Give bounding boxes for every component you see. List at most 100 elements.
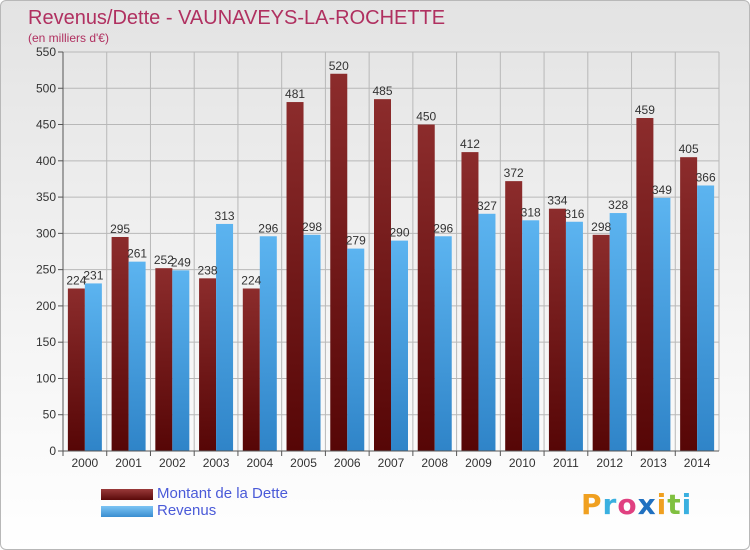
x-tick-label: 2007 bbox=[378, 456, 405, 470]
data-label-revenue: 327 bbox=[477, 199, 497, 213]
y-tick-label: 300 bbox=[36, 226, 56, 240]
x-tick-label: 2001 bbox=[115, 456, 142, 470]
data-label-revenue: 298 bbox=[302, 220, 322, 234]
data-label-revenue: 290 bbox=[389, 226, 409, 240]
y-tick-label: 150 bbox=[36, 335, 56, 349]
x-tick-label: 2005 bbox=[290, 456, 317, 470]
bar-debt bbox=[155, 268, 173, 451]
bar-debt bbox=[374, 99, 391, 452]
y-tick-label: 250 bbox=[36, 263, 56, 277]
bar-revenue bbox=[391, 240, 408, 451]
bar-revenue bbox=[128, 261, 146, 451]
data-label-debt: 334 bbox=[547, 194, 567, 208]
x-tick-label: 2000 bbox=[72, 456, 99, 470]
data-label-debt: 238 bbox=[198, 263, 218, 277]
data-label-revenue: 296 bbox=[433, 221, 453, 235]
data-label-revenue: 261 bbox=[127, 247, 147, 261]
bar-revenue bbox=[565, 221, 583, 451]
legend-label-debt: Montant de la Dette bbox=[157, 485, 288, 502]
data-label-debt: 298 bbox=[591, 220, 611, 234]
bar-debt bbox=[199, 278, 217, 451]
x-tick-label: 2004 bbox=[246, 456, 273, 470]
bar-revenue bbox=[84, 283, 102, 451]
bar-debt bbox=[461, 152, 479, 451]
bar-revenue bbox=[259, 236, 277, 451]
data-label-revenue: 318 bbox=[521, 205, 541, 219]
data-label-debt: 405 bbox=[679, 142, 699, 156]
data-label-debt: 252 bbox=[154, 253, 174, 267]
bar-debt bbox=[505, 181, 523, 451]
chart-title: Revenus/Dette - VAUNAVEYS-LA-ROCHETTE bbox=[28, 7, 446, 29]
data-label-debt: 450 bbox=[416, 110, 436, 124]
bar-revenue bbox=[653, 197, 671, 451]
logo-letter: o bbox=[617, 488, 638, 521]
axes: 0 50 100 150 200 250 300 350 400 450 500 550 2000 200… bbox=[36, 45, 719, 470]
y-tick-label: 200 bbox=[36, 299, 56, 313]
legend-label-revenue: Revenus bbox=[157, 502, 217, 519]
data-label-revenue: 249 bbox=[171, 255, 191, 269]
data-label-debt: 224 bbox=[241, 273, 261, 287]
bar-revenue bbox=[303, 234, 321, 451]
x-tick-label: 2009 bbox=[465, 456, 492, 470]
data-label-debt: 412 bbox=[460, 137, 480, 151]
chart-subtitle: (en milliers d'€) bbox=[28, 31, 109, 45]
y-tick-label: 350 bbox=[36, 190, 56, 204]
x-tick-label: 2014 bbox=[684, 456, 711, 470]
data-label-debt: 372 bbox=[504, 166, 524, 180]
data-label-debt: 224 bbox=[66, 273, 86, 287]
data-label-debt: 459 bbox=[635, 103, 655, 117]
bar-debt bbox=[242, 288, 260, 451]
data-label-debt: 481 bbox=[285, 87, 305, 101]
legend-swatch-revenue bbox=[101, 506, 153, 517]
data-label-debt: 295 bbox=[110, 222, 130, 236]
data-label-revenue: 316 bbox=[564, 207, 584, 221]
bar-debt bbox=[286, 102, 304, 451]
bar-debt bbox=[636, 118, 654, 452]
data-label-revenue: 279 bbox=[346, 234, 366, 248]
data-label-revenue: 328 bbox=[608, 198, 628, 212]
y-tick-label: 100 bbox=[36, 371, 56, 385]
bar-debt bbox=[67, 288, 85, 451]
logo-letter: i bbox=[681, 488, 693, 521]
y-tick-label: 550 bbox=[36, 45, 56, 59]
bar-debt bbox=[111, 236, 129, 451]
data-label-revenue: 296 bbox=[258, 221, 278, 235]
x-tick-label: 2012 bbox=[596, 456, 623, 470]
bar-revenue bbox=[478, 213, 496, 451]
data-label-debt: 485 bbox=[372, 84, 392, 98]
data-label-debt: 520 bbox=[329, 59, 349, 73]
y-tick-label: 0 bbox=[49, 444, 56, 458]
y-tick-label: 400 bbox=[36, 154, 56, 168]
data-label-revenue: 313 bbox=[215, 209, 235, 223]
bar-revenue bbox=[609, 213, 627, 451]
x-tick-label: 2013 bbox=[640, 456, 667, 470]
bar-debt bbox=[330, 73, 348, 451]
data-label-revenue: 231 bbox=[83, 268, 103, 282]
bar-revenue bbox=[522, 220, 540, 451]
bar-revenue bbox=[347, 248, 365, 451]
x-tick-label: 2008 bbox=[421, 456, 448, 470]
x-tick-label: 2010 bbox=[509, 456, 536, 470]
proxiti-logo: Proxiti bbox=[581, 488, 692, 521]
bar-revenue bbox=[434, 236, 452, 451]
y-tick-label: 50 bbox=[43, 408, 57, 422]
x-tick-label: 2002 bbox=[159, 456, 186, 470]
bar-revenue bbox=[172, 270, 190, 451]
logo-letter: t bbox=[667, 488, 682, 521]
logo-letter: i bbox=[656, 488, 668, 521]
y-tick-label: 450 bbox=[36, 118, 56, 132]
bar-debt bbox=[680, 157, 698, 451]
logo-letter: P bbox=[581, 488, 603, 521]
x-tick-label: 2011 bbox=[553, 456, 579, 470]
logo-letter: x bbox=[637, 488, 657, 521]
legend-swatch-debt bbox=[101, 489, 153, 500]
x-tick-label: 2003 bbox=[203, 456, 230, 470]
y-tick-label: 500 bbox=[36, 81, 56, 95]
data-label-revenue: 366 bbox=[696, 170, 716, 184]
data-label-revenue: 349 bbox=[652, 183, 672, 197]
x-tick-label: 2006 bbox=[334, 456, 361, 470]
bar-debt bbox=[417, 124, 435, 451]
